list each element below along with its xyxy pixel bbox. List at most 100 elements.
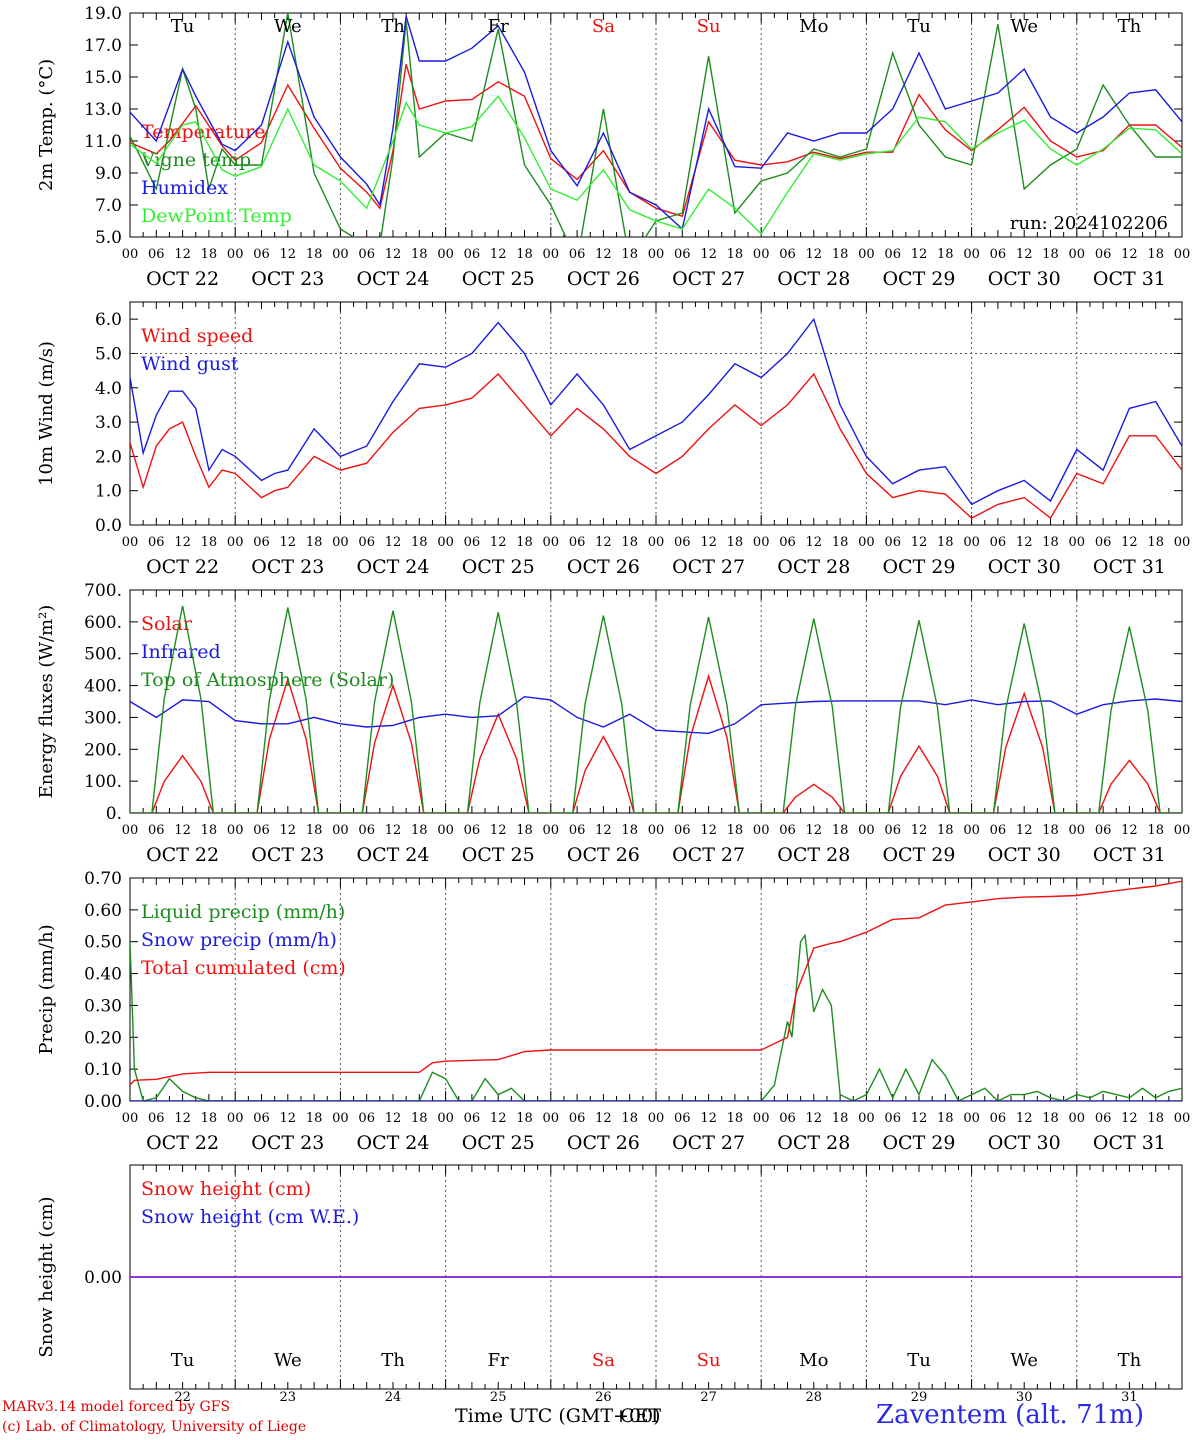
panel-3: 0. 100. 200. 300. 400. 500. 600. 700. Energy flu…	[36, 581, 1190, 866]
series-line-top-of-atmosphere-solar	[130, 605, 1182, 813]
hour-tick-label: 18	[832, 535, 849, 550]
date-label: OCT 22	[146, 1132, 219, 1154]
hour-tick-label: 00	[858, 247, 875, 262]
series-line-vigne-temp	[130, 13, 1182, 237]
hour-tick-label: 18	[516, 823, 533, 838]
date-label: OCT 30	[988, 844, 1061, 866]
hour-tick-label: 18	[306, 247, 323, 262]
hour-tick-label: 18	[832, 1111, 849, 1126]
date-label: OCT 27	[672, 268, 745, 290]
hour-tick-label: 06	[148, 1111, 165, 1126]
hour-tick-label: 12	[1016, 1111, 1033, 1126]
date-label: OCT 29	[882, 1132, 955, 1154]
legend-temperature: Temperature	[141, 121, 265, 143]
weekday-label: Fr	[488, 16, 509, 37]
day-number-label: 26	[595, 1390, 612, 1405]
hour-tick-label: 06	[253, 535, 270, 550]
hour-tick-label: 00	[1174, 535, 1191, 550]
y-axis-label: 2m Temp. (°C)	[36, 59, 57, 191]
hour-tick-label: 18	[411, 247, 428, 262]
hour-tick-label: 06	[1095, 1111, 1112, 1126]
hour-tick-label: 18	[832, 247, 849, 262]
date-label: OCT 22	[146, 556, 219, 578]
hour-tick-label: 06	[674, 1111, 691, 1126]
date-label: OCT 28	[777, 1132, 850, 1154]
hour-tick-label: 00	[963, 535, 980, 550]
series-line-solar	[130, 673, 1182, 813]
date-label: OCT 28	[777, 844, 850, 866]
hour-tick-label: 06	[779, 823, 796, 838]
hour-tick-label: 12	[385, 823, 402, 838]
weekday-label: Sa	[592, 1350, 615, 1371]
hour-tick-label: 12	[1121, 1111, 1138, 1126]
hour-tick-label: 06	[148, 247, 165, 262]
hour-tick-label: 06	[569, 823, 586, 838]
hour-tick-label: 18	[306, 535, 323, 550]
hour-tick-label: 12	[806, 1111, 823, 1126]
hour-tick-label: 12	[1121, 247, 1138, 262]
date-label: OCT 26	[567, 844, 640, 866]
hour-tick-label: 18	[1042, 535, 1059, 550]
hour-tick-label: 00	[1174, 1111, 1191, 1126]
y-tick-label: 0.0	[95, 516, 122, 536]
series-line-wind-speed	[130, 372, 1182, 520]
hour-tick-label: 18	[1147, 823, 1164, 838]
date-label: OCT 25	[462, 844, 535, 866]
hour-tick-label: 06	[1095, 535, 1112, 550]
hour-tick-label: 12	[174, 823, 191, 838]
date-label: OCT 31	[1093, 556, 1166, 578]
hour-tick-label: 00	[332, 535, 349, 550]
legend-dewpoint-temp: DewPoint Temp	[141, 205, 292, 227]
date-label: OCT 28	[777, 556, 850, 578]
hour-tick-label: 18	[1147, 535, 1164, 550]
hour-tick-label: 00	[543, 823, 560, 838]
hour-tick-label: 18	[937, 823, 954, 838]
hour-tick-label: 00	[437, 823, 454, 838]
hour-tick-label: 12	[490, 247, 507, 262]
hour-tick-label: 06	[779, 1111, 796, 1126]
lab-credit: (c) Lab. of Climatology, University of L…	[2, 1419, 307, 1435]
legend-liquid-precip-mm-h: Liquid precip (mm/h)	[141, 901, 345, 923]
hour-tick-label: 00	[963, 823, 980, 838]
date-label: OCT 24	[356, 268, 429, 290]
hour-tick-label: 00	[648, 535, 665, 550]
date-label: OCT 22	[146, 844, 219, 866]
hour-tick-label: 06	[464, 1111, 481, 1126]
hour-tick-label: 12	[174, 1111, 191, 1126]
hour-tick-label: 00	[753, 247, 770, 262]
legend-total-cumulated-cm: Total cumulated (cm)	[141, 957, 346, 979]
weekday-label: Tu	[171, 1350, 195, 1371]
weekday-label: We	[274, 1350, 302, 1371]
y-tick-label: 0.20	[84, 1028, 122, 1048]
hour-tick-label: 00	[753, 1111, 770, 1126]
y-tick-label: 5.0	[95, 228, 122, 248]
legend-snow-precip-mm-h: Snow precip (mm/h)	[141, 929, 337, 951]
y-tick-label: 500.	[84, 645, 122, 665]
hour-tick-label: 18	[411, 823, 428, 838]
date-label: OCT 24	[356, 1132, 429, 1154]
y-tick-label: 19.0	[84, 4, 122, 24]
hour-tick-label: 00	[648, 1111, 665, 1126]
date-label: OCT 27	[672, 556, 745, 578]
hour-tick-label: 18	[621, 535, 638, 550]
date-label: OCT 24	[356, 556, 429, 578]
legend-snow-height-cm: Snow height (cm)	[141, 1178, 311, 1200]
weekday-label: Tu	[171, 16, 195, 37]
date-label: OCT 30	[988, 556, 1061, 578]
date-label: OCT 25	[462, 268, 535, 290]
hour-tick-label: 12	[490, 1111, 507, 1126]
hour-tick-label: 12	[806, 823, 823, 838]
hour-tick-label: 06	[674, 823, 691, 838]
weekday-label: We	[274, 16, 302, 37]
hour-tick-label: 06	[253, 823, 270, 838]
date-label: OCT 26	[567, 268, 640, 290]
y-tick-label: 9.0	[95, 164, 122, 184]
hour-tick-label: 06	[990, 1111, 1007, 1126]
hour-tick-label: 12	[595, 823, 612, 838]
series-line-dewpoint-temp	[130, 95, 1182, 235]
hour-tick-label: 18	[727, 535, 744, 550]
hour-tick-label: 18	[411, 1111, 428, 1126]
hour-tick-label: 12	[700, 535, 717, 550]
station-label: Zaventem (alt. 71m)	[876, 1400, 1144, 1430]
